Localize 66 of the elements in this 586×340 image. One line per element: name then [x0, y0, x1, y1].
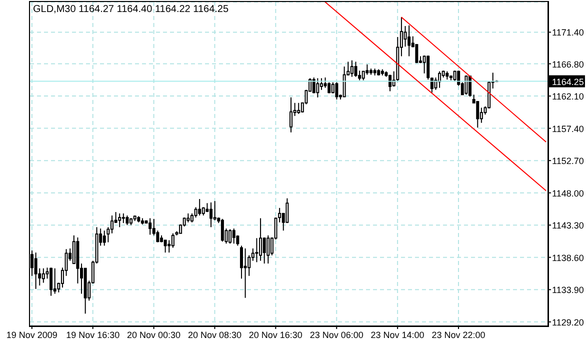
y-tick-label: 1162.10 [552, 92, 584, 102]
x-tick-label: 23 Nov 06:00 [310, 330, 364, 340]
candlestick [244, 248, 247, 298]
y-tick-label: 1171.40 [552, 28, 584, 38]
candlestick [262, 236, 266, 264]
candlestick [408, 24, 411, 57]
candlestick [316, 78, 320, 98]
candlestick [468, 76, 472, 98]
candlestick [148, 218, 152, 236]
candlestick [438, 70, 442, 88]
x-tick-label: 23 Nov 22:00 [432, 330, 486, 340]
y-tick-label: 1157.40 [552, 124, 584, 134]
y-tick-label: 1148.00 [552, 188, 584, 198]
candlestick [422, 55, 426, 74]
candlestick [335, 82, 338, 100]
candlestick [118, 212, 122, 228]
candlestick [354, 61, 358, 78]
x-tick-label: 23 Nov 14:00 [370, 330, 424, 340]
candlestick [312, 77, 316, 94]
candlestick [42, 268, 45, 284]
ref-line-label: 1164.25 [552, 76, 584, 87]
x-tick-label: 20 Nov 08:30 [188, 330, 242, 340]
candlestick [240, 245, 243, 280]
candlestick [434, 77, 438, 90]
candlestick [164, 240, 167, 254]
candlestick [198, 198, 202, 216]
candlestick [126, 214, 129, 226]
candlestick [50, 267, 53, 296]
candlestick [228, 228, 232, 244]
candlestick [34, 252, 38, 290]
candlestick [53, 268, 56, 294]
x-tick-label: 20 Nov 16:30 [248, 330, 302, 340]
candlestick [259, 218, 262, 262]
candlestick [290, 96, 292, 133]
candlestick [388, 74, 392, 92]
y-tick-label: 1152.70 [552, 156, 584, 166]
candlestick [286, 198, 289, 224]
candlestick [266, 234, 270, 264]
y-tick-label: 1143.30 [552, 220, 584, 231]
candlestick [213, 200, 216, 221]
candlestick [30, 250, 34, 276]
candlestick [453, 70, 456, 82]
candlestick [255, 238, 258, 263]
y-tick-label: 1133.90 [552, 285, 584, 296]
candlestick [102, 230, 106, 246]
candlestick [210, 202, 213, 228]
candlestick [232, 228, 236, 244]
candlestick [122, 212, 125, 224]
x-tick-label: 20 Nov 00:30 [127, 330, 181, 340]
candlestick [110, 214, 114, 234]
candlestick [476, 101, 480, 128]
y-tick-label: 1138.60 [552, 252, 584, 263]
x-tick-label: 19 Nov 2009 [6, 330, 58, 340]
candlestick [320, 78, 323, 90]
y-tick-label: 1129.20 [552, 317, 584, 328]
x-tick-label: 19 Nov 16:30 [66, 330, 120, 340]
chart-title: GLD,M30 1164.27 1164.40 1164.22 1164.25 [33, 4, 229, 15]
candlestick [220, 218, 224, 242]
candlestick [297, 102, 300, 114]
candlestick [350, 60, 354, 78]
candlestick [366, 64, 369, 76]
candlestick [331, 82, 334, 94]
candlestick [342, 66, 346, 98]
y-tick-label: 1166.80 [552, 59, 584, 70]
candlestick [328, 82, 331, 94]
candlestick [171, 232, 174, 248]
